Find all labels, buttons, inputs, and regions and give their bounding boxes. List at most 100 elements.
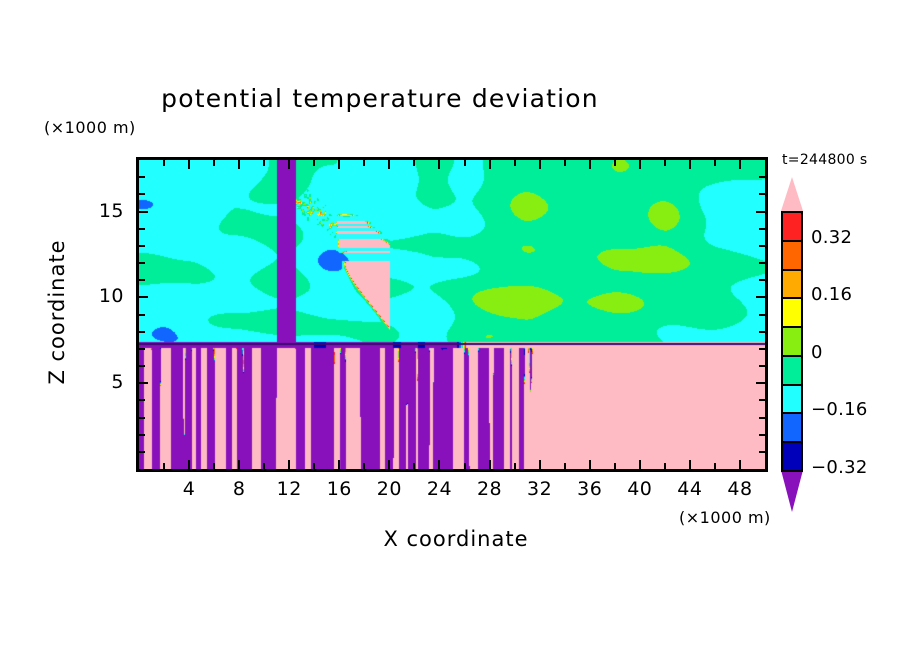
x-tick-top [313, 160, 316, 166]
x-tick [538, 460, 541, 469]
y-tick [139, 330, 145, 333]
x-tick-top [538, 160, 541, 169]
y-tick-right [759, 416, 765, 419]
x-tick-label: 4 [182, 478, 196, 500]
colorbar-tick-label: −0.16 [811, 399, 868, 421]
x-tick-top [388, 160, 391, 169]
x-tick [263, 463, 266, 469]
y-axis-units-label: (×1000 m) [44, 118, 136, 137]
x-tick [163, 463, 166, 469]
time-stamp-annotation: t=244800 s [782, 152, 868, 168]
colorbar-cap-min-icon [781, 470, 803, 512]
x-tick [438, 460, 441, 469]
y-tick-right [759, 330, 765, 333]
x-tick-label: 40 [627, 478, 653, 500]
x-tick-top [238, 160, 241, 169]
colorbar-band [781, 211, 803, 242]
y-tick-right [756, 210, 765, 213]
x-tick-label: 36 [577, 478, 603, 500]
y-axis-title: Z coordinate [45, 239, 69, 385]
x-tick-top [463, 160, 466, 166]
colorbar [781, 177, 803, 512]
colorbar-cap-max-icon [781, 177, 803, 211]
colorbar-band [781, 297, 803, 329]
y-tick [139, 365, 145, 367]
x-tick [638, 460, 641, 469]
y-tick [139, 382, 148, 385]
y-tick-label: 15 [98, 199, 124, 222]
y-tick-right [759, 313, 765, 316]
x-tick [338, 460, 341, 469]
colorbar-tick-label: 0 [811, 341, 823, 363]
x-tick-top [663, 160, 666, 166]
y-tick-right [756, 296, 765, 299]
colorbar-band [781, 354, 803, 386]
x-tick-top [713, 160, 716, 166]
y-tick [139, 193, 145, 196]
x-tick [413, 463, 416, 469]
x-tick-top [413, 160, 416, 166]
x-tick [738, 460, 741, 469]
x-tick-top [613, 160, 616, 166]
y-tick-right [759, 262, 765, 264]
x-tick-label: 48 [727, 478, 753, 500]
y-tick [139, 433, 145, 436]
y-tick [139, 244, 145, 247]
y-tick [139, 227, 145, 230]
y-tick [139, 296, 148, 299]
x-tick-label: 28 [476, 478, 503, 500]
x-tick-label: 20 [376, 478, 402, 500]
x-tick [288, 460, 291, 469]
y-tick-right [759, 279, 765, 282]
colorbar-band [781, 268, 803, 300]
colorbar-tick-label: 0.32 [811, 226, 853, 248]
x-tick [663, 463, 666, 469]
x-tick [513, 463, 516, 469]
y-tick [139, 347, 145, 350]
colorbar-band [781, 239, 803, 271]
y-tick-right [759, 347, 765, 350]
y-tick-right [759, 176, 765, 179]
colorbar-tick-label: 0.16 [811, 284, 853, 306]
y-tick-right [759, 244, 765, 247]
x-tick [688, 460, 691, 469]
x-tick-label: 44 [677, 478, 703, 500]
x-tick [213, 463, 216, 469]
y-tick-right [759, 227, 765, 230]
x-tick-label: 24 [426, 478, 453, 500]
x-tick [613, 463, 616, 469]
x-tick-top [288, 160, 291, 169]
y-tick-label: 5 [111, 371, 124, 394]
colorbar-tick-label: −0.32 [811, 457, 868, 478]
x-tick-top [513, 160, 516, 166]
page-title: potential temperature deviation [161, 84, 599, 113]
colorbar-band [781, 412, 803, 444]
x-tick-top [588, 160, 591, 169]
y-tick [139, 313, 145, 316]
contour-plot-panel [136, 157, 768, 472]
x-tick-top [438, 160, 441, 169]
y-tick [139, 279, 145, 282]
x-tick [713, 463, 716, 469]
y-tick [139, 262, 145, 264]
y-tick-right [759, 365, 765, 367]
y-tick [139, 210, 148, 213]
x-tick [463, 463, 466, 469]
y-tick-right [759, 450, 765, 453]
x-tick [388, 460, 391, 469]
x-tick-top [263, 160, 266, 166]
x-tick-top [638, 160, 641, 169]
y-tick-right [759, 193, 765, 196]
x-tick [563, 463, 566, 469]
y-tick-right [756, 382, 765, 385]
y-tick [139, 176, 145, 179]
x-tick-top [363, 160, 366, 166]
x-tick-top [188, 160, 191, 169]
x-axis-units-label: (×1000 m) [679, 508, 771, 527]
x-axis-title: X coordinate [383, 527, 529, 551]
y-tick-right [759, 399, 765, 402]
x-tick [238, 460, 241, 469]
x-tick-top [488, 160, 491, 169]
colorbar-band [781, 383, 803, 415]
